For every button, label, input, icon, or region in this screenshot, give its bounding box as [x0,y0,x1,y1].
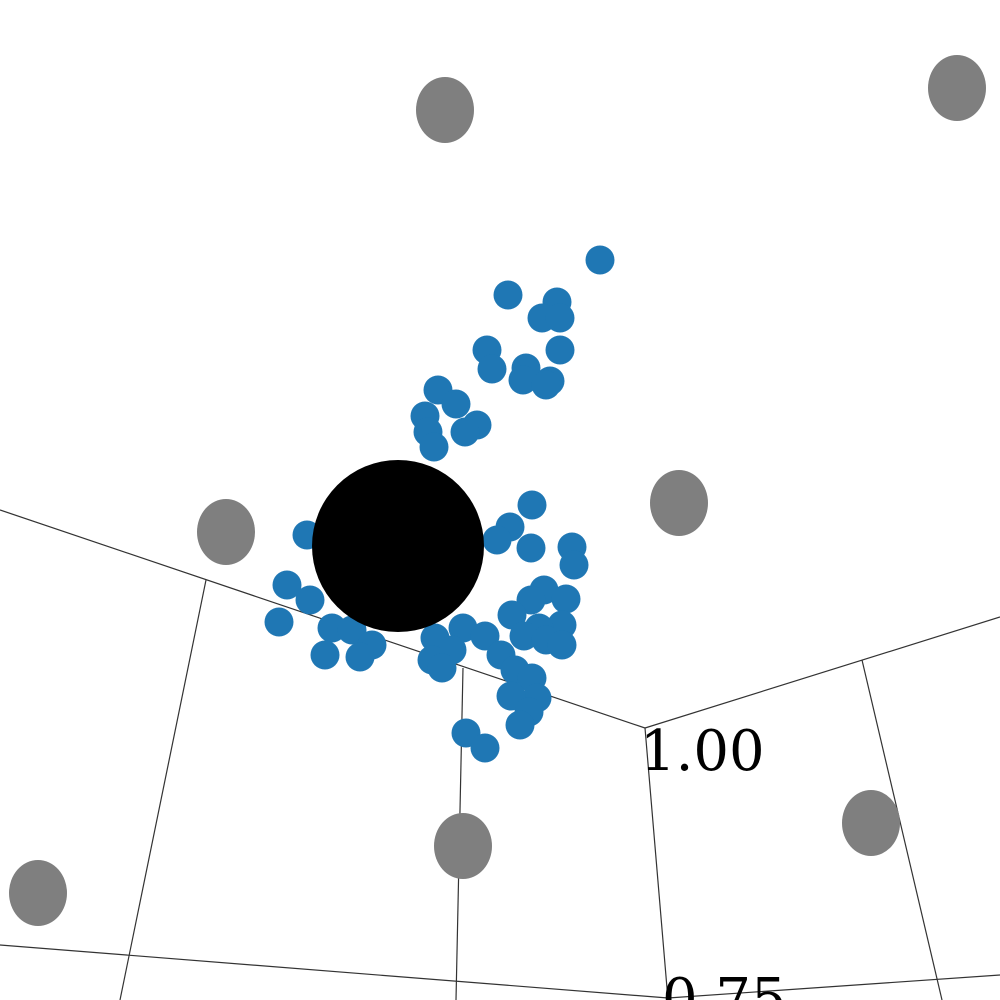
marker-sphere [416,77,474,143]
grid-line [861,659,943,1000]
tick-label: 1.00 [640,719,765,784]
central-sphere [312,460,484,632]
marker-sphere [842,790,900,856]
scatter-point [545,303,575,333]
scatter-point [531,370,561,400]
scatter-points [264,245,615,763]
scatter-point [295,585,325,615]
scatter-point [585,245,615,275]
scatter-point [470,733,500,763]
scatter-point [419,432,449,462]
scatter-point [508,365,538,395]
scatter-point [345,642,375,672]
grid-line [119,579,207,1000]
grid-line [0,944,669,999]
marker-sphere [650,470,708,536]
grid-line [644,727,669,1000]
scatter-point [559,550,589,580]
scatter-point [497,600,527,630]
marker-sphere [928,55,986,121]
scatter-point [493,280,523,310]
scatter-point [509,621,539,651]
scatter-point [545,335,575,365]
scatter-point [450,417,480,447]
scatter-point [310,640,340,670]
grid-line [644,616,1000,729]
marker-spheres [9,55,986,926]
grid-line [667,974,1000,999]
marker-sphere [434,813,492,879]
scatter-point [264,607,294,637]
scatter-point [505,710,535,740]
scatter-point [482,525,512,555]
scatter-point [448,613,478,643]
marker-sphere [197,499,255,565]
scatter-point [441,389,471,419]
tick-label: 0.75 [662,967,787,1000]
scatter-point [551,584,581,614]
central-sphere-group [312,460,484,632]
marker-sphere [9,860,67,926]
tick-labels: 1.00 0.75 [640,719,787,1000]
scatter-point [477,354,507,384]
scatter-point [272,570,302,600]
axis-grid [0,509,1000,1000]
scatter-point [547,630,577,660]
scatter-point [516,533,546,563]
scatter-point [517,490,547,520]
scatter-point [470,621,500,651]
scatter-point [427,653,457,683]
